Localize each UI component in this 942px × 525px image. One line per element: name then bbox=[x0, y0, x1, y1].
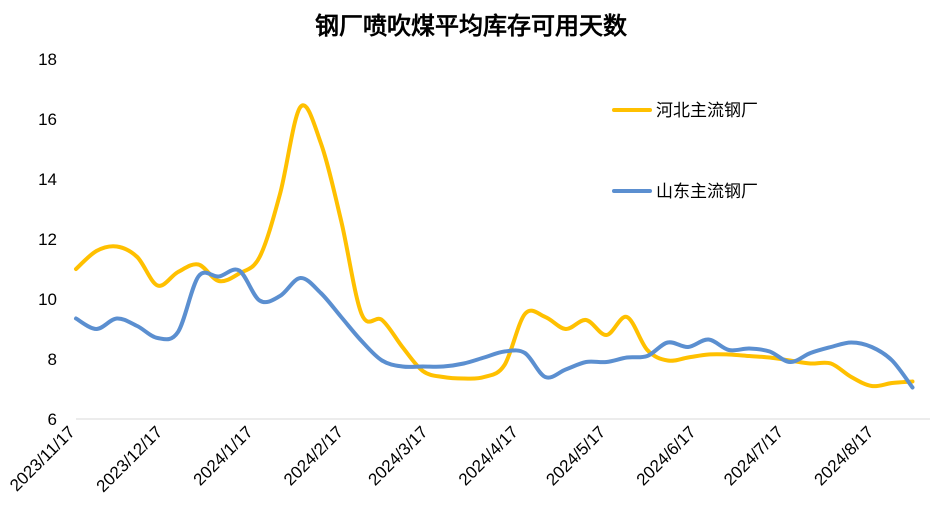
x-tick-label: 2024/2/17 bbox=[280, 422, 347, 489]
legend-label-0: 河北主流钢厂 bbox=[656, 101, 758, 121]
series-line-0 bbox=[74, 103, 915, 389]
x-tick-label: 2023/11/17 bbox=[6, 422, 79, 495]
chart-title: 钢厂喷吹煤平均库存可用天数 bbox=[315, 12, 628, 40]
x-tick-label: 2024/7/17 bbox=[720, 422, 787, 489]
legend-label-1: 山东主流钢厂 bbox=[656, 182, 758, 202]
x-axis: 2023/11/17 2023/12/17 2024/1/17 2024/2/17 20… bbox=[6, 422, 877, 496]
x-tick-label: 2024/5/17 bbox=[542, 422, 609, 489]
y-tick-label: 10 bbox=[38, 290, 57, 309]
x-tick-label: 2024/3/17 bbox=[365, 422, 432, 489]
y-tick-label: 16 bbox=[38, 110, 57, 129]
x-tick-label: 2024/8/17 bbox=[811, 422, 878, 489]
y-tick-label: 8 bbox=[48, 350, 57, 369]
y-tick-label: 12 bbox=[38, 230, 57, 249]
x-tick-label: 2023/12/17 bbox=[93, 422, 167, 496]
series-lines bbox=[74, 103, 915, 390]
y-tick-label: 18 bbox=[38, 50, 57, 69]
series-line-1 bbox=[74, 267, 915, 390]
y-axis: 6 8 10 12 14 16 18 bbox=[38, 50, 57, 429]
y-tick-label: 14 bbox=[38, 170, 57, 189]
x-tick-label: 2024/1/17 bbox=[190, 422, 257, 489]
x-tick-label: 2024/6/17 bbox=[633, 422, 700, 489]
y-tick-label: 6 bbox=[48, 410, 57, 429]
x-tick-label: 2024/4/17 bbox=[455, 422, 522, 489]
